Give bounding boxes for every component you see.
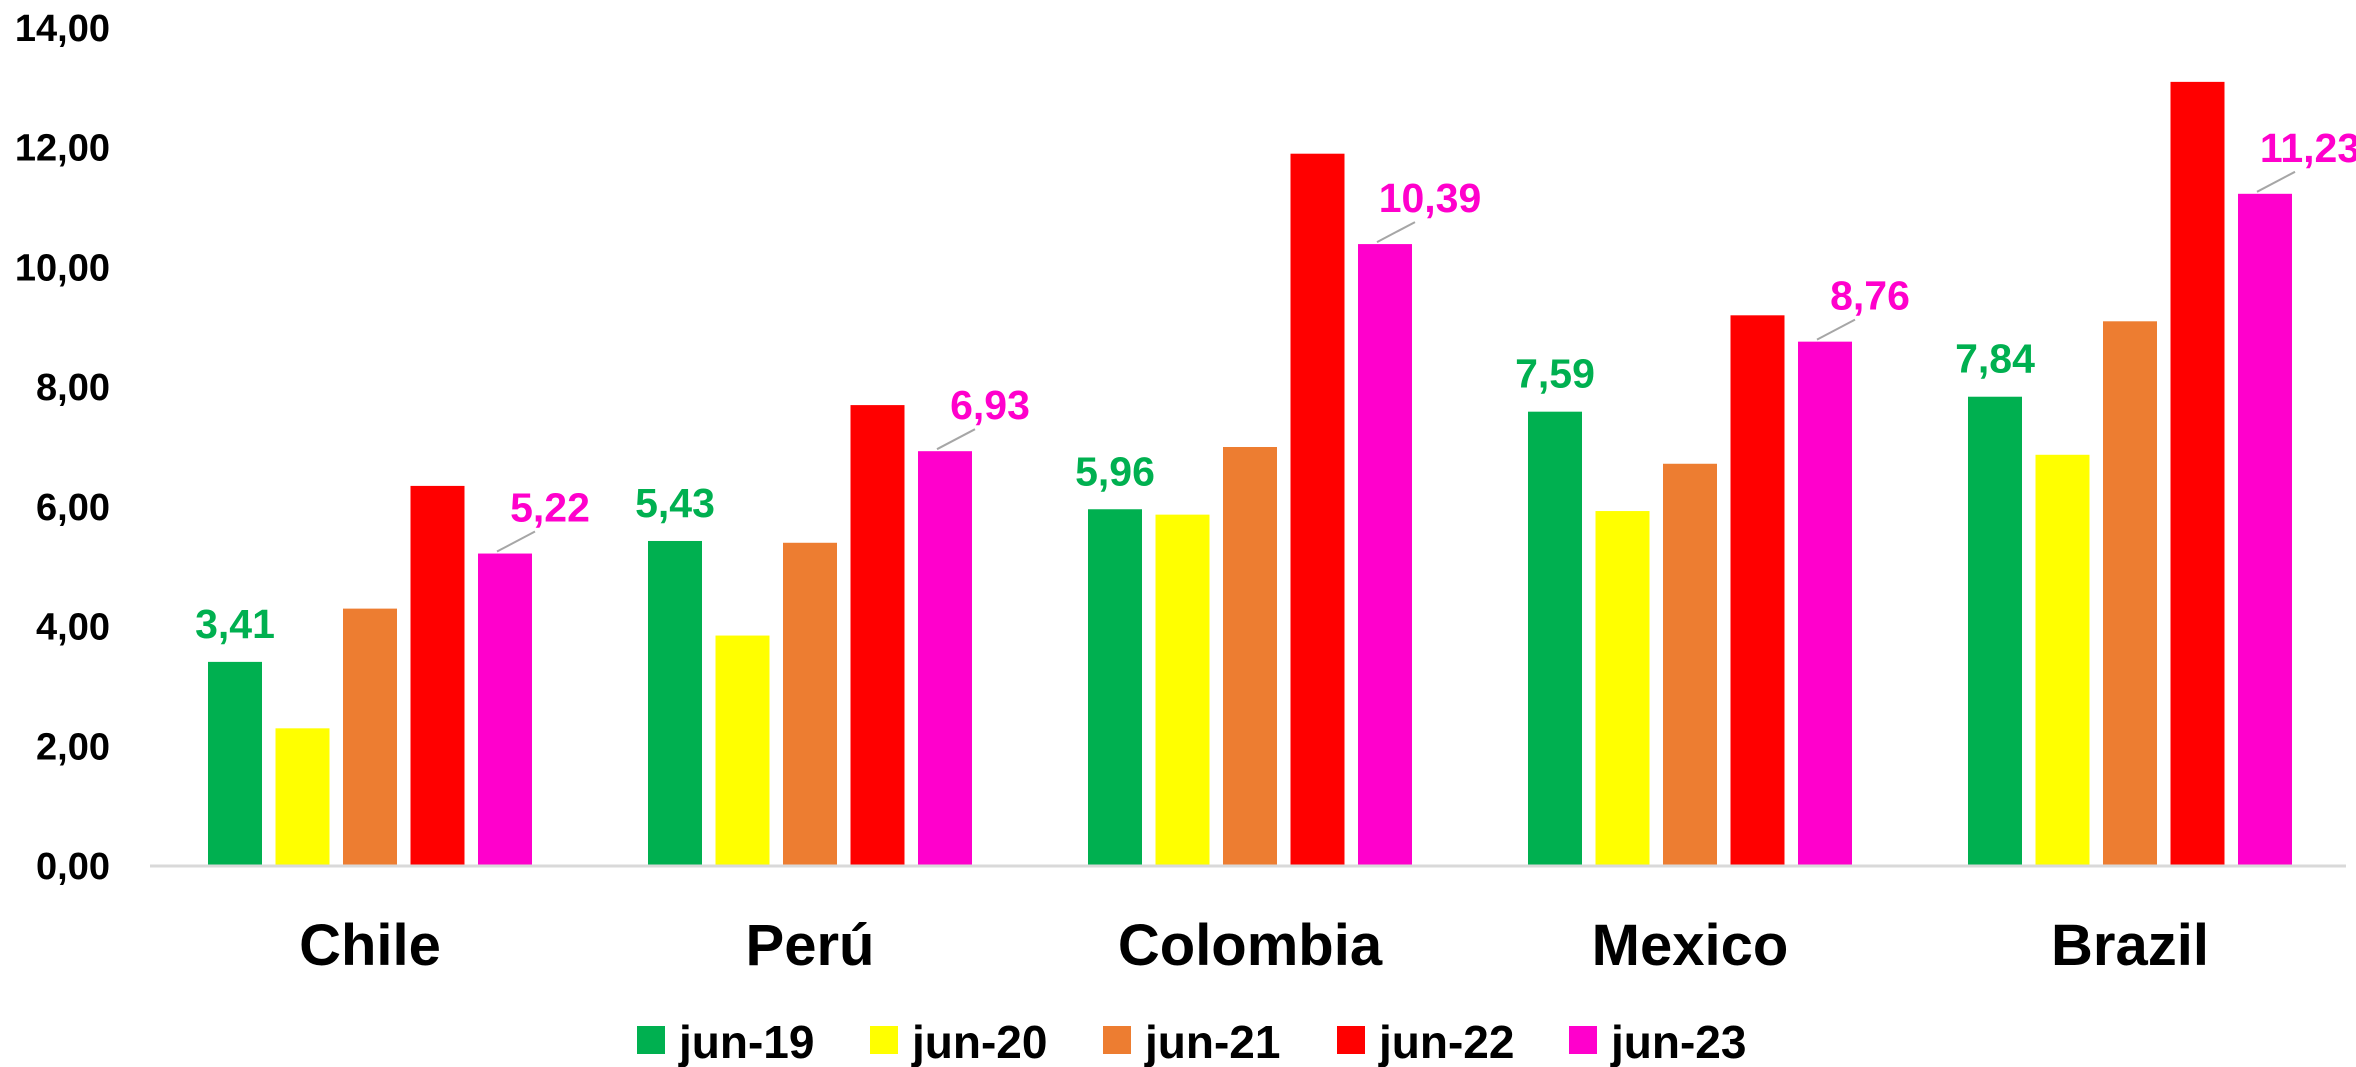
bar-jun-19: [648, 540, 702, 866]
legend-swatch-jun-22: [1337, 1026, 1365, 1054]
category-label: Colombia: [1118, 913, 1383, 978]
bar-jun-19: [1088, 509, 1142, 866]
bar-jun-20: [715, 635, 770, 866]
category-label: Mexico: [1592, 913, 1789, 978]
bar-jun-23: [918, 451, 972, 866]
y-tick-label: 4,00: [36, 607, 110, 649]
category-label: Brazil: [2051, 913, 2209, 978]
data-label-jun-19: 5,96: [1075, 448, 1155, 494]
bar-jun-20: [1155, 514, 1210, 866]
legend-swatch-jun-23: [1569, 1026, 1597, 1054]
leader-line: [1816, 318, 1856, 341]
bar-jun-19: [1528, 411, 1582, 866]
bar-jun-22: [410, 485, 465, 866]
bar-jun-20: [1595, 511, 1650, 866]
legend-swatch-jun-21: [1103, 1026, 1131, 1054]
legend: jun-19 jun-20 jun-21 jun-22 jun-23: [637, 1016, 1746, 1067]
bar-jun-22: [1290, 153, 1345, 866]
leader-line: [496, 530, 536, 553]
y-axis: 0,00 2,00 4,00 6,00 8,00 10,00 12,00 14,00: [15, 8, 110, 888]
bar-jun-22: [1730, 315, 1785, 866]
data-label-jun-19: 7,59: [1515, 351, 1595, 397]
bar-jun-21: [2103, 321, 2157, 866]
bar-jun-21: [1223, 447, 1277, 866]
data-labels: 3,41 5,22 5,43 6,93 5,96 10,39 7,59 8,76 7,84 11,…: [195, 125, 2356, 647]
bar-jun-21: [343, 608, 397, 866]
legend-swatch-jun-20: [870, 1026, 898, 1054]
x-axis: Chile Perú Colombia Mexico Brazil: [299, 913, 2209, 978]
legend-swatch-jun-19: [637, 1026, 665, 1054]
y-tick-label: 8,00: [36, 367, 110, 409]
leader-line: [2256, 170, 2296, 193]
y-tick-label: 14,00: [15, 8, 110, 50]
y-tick-label: 10,00: [15, 247, 110, 289]
bar-jun-20: [2035, 454, 2090, 866]
leader-line: [936, 428, 976, 451]
data-label-jun-23: 10,39: [1379, 175, 1482, 221]
leader-line: [1376, 221, 1416, 243]
bars: [208, 81, 2292, 866]
bar-jun-23: [478, 553, 532, 866]
legend-label-jun-22: jun-22: [1378, 1016, 1514, 1067]
data-label-jun-23: 6,93: [950, 382, 1030, 428]
bar-jun-23: [1358, 244, 1412, 866]
bar-jun-21: [1663, 463, 1717, 866]
y-tick-label: 12,00: [15, 128, 110, 170]
bar-jun-22: [2170, 81, 2225, 866]
bar-jun-20: [275, 728, 330, 866]
bar-jun-22: [850, 405, 905, 866]
data-label-jun-23: 8,76: [1830, 273, 1910, 319]
legend-label-jun-21: jun-21: [1144, 1016, 1280, 1067]
bar-jun-23: [1798, 341, 1852, 866]
data-label-jun-19: 3,41: [195, 601, 275, 647]
y-tick-label: 6,00: [36, 487, 110, 529]
bar-jun-23: [2238, 193, 2292, 866]
category-label: Perú: [746, 913, 875, 978]
y-tick-label: 2,00: [36, 726, 110, 768]
bar-jun-19: [208, 661, 262, 866]
data-label-jun-23: 11,23: [2260, 125, 2356, 171]
category-label: Chile: [299, 913, 441, 978]
data-label-jun-23: 5,22: [510, 485, 590, 531]
bar-jun-19: [1968, 396, 2022, 866]
bar-jun-21: [783, 542, 837, 866]
y-tick-label: 0,00: [36, 846, 110, 888]
data-label-jun-19: 5,43: [635, 480, 715, 526]
legend-label-jun-20: jun-20: [911, 1016, 1047, 1067]
legend-label-jun-23: jun-23: [1610, 1016, 1746, 1067]
data-label-jun-19: 7,84: [1955, 336, 2035, 382]
legend-label-jun-19: jun-19: [678, 1016, 814, 1067]
